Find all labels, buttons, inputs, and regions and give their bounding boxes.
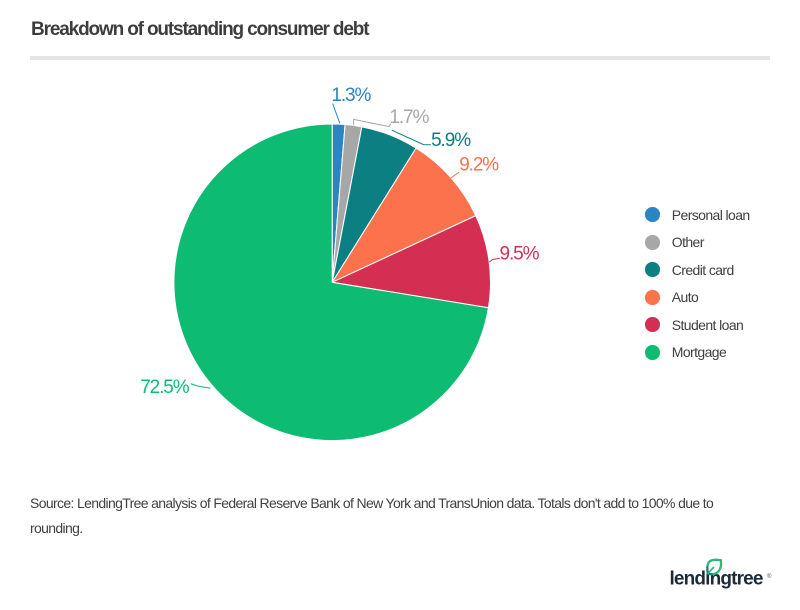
svg-text:lendıngtree: lendıngtree: [670, 569, 763, 590]
svg-text:9.2%: 9.2%: [459, 154, 499, 175]
svg-text:®: ®: [767, 573, 772, 580]
svg-text:9.5%: 9.5%: [500, 244, 540, 265]
svg-text:1.3%: 1.3%: [331, 85, 371, 106]
svg-text:72.5%: 72.5%: [140, 377, 190, 398]
svg-text:1.7%: 1.7%: [389, 107, 429, 128]
svg-text:5.9%: 5.9%: [431, 130, 471, 151]
